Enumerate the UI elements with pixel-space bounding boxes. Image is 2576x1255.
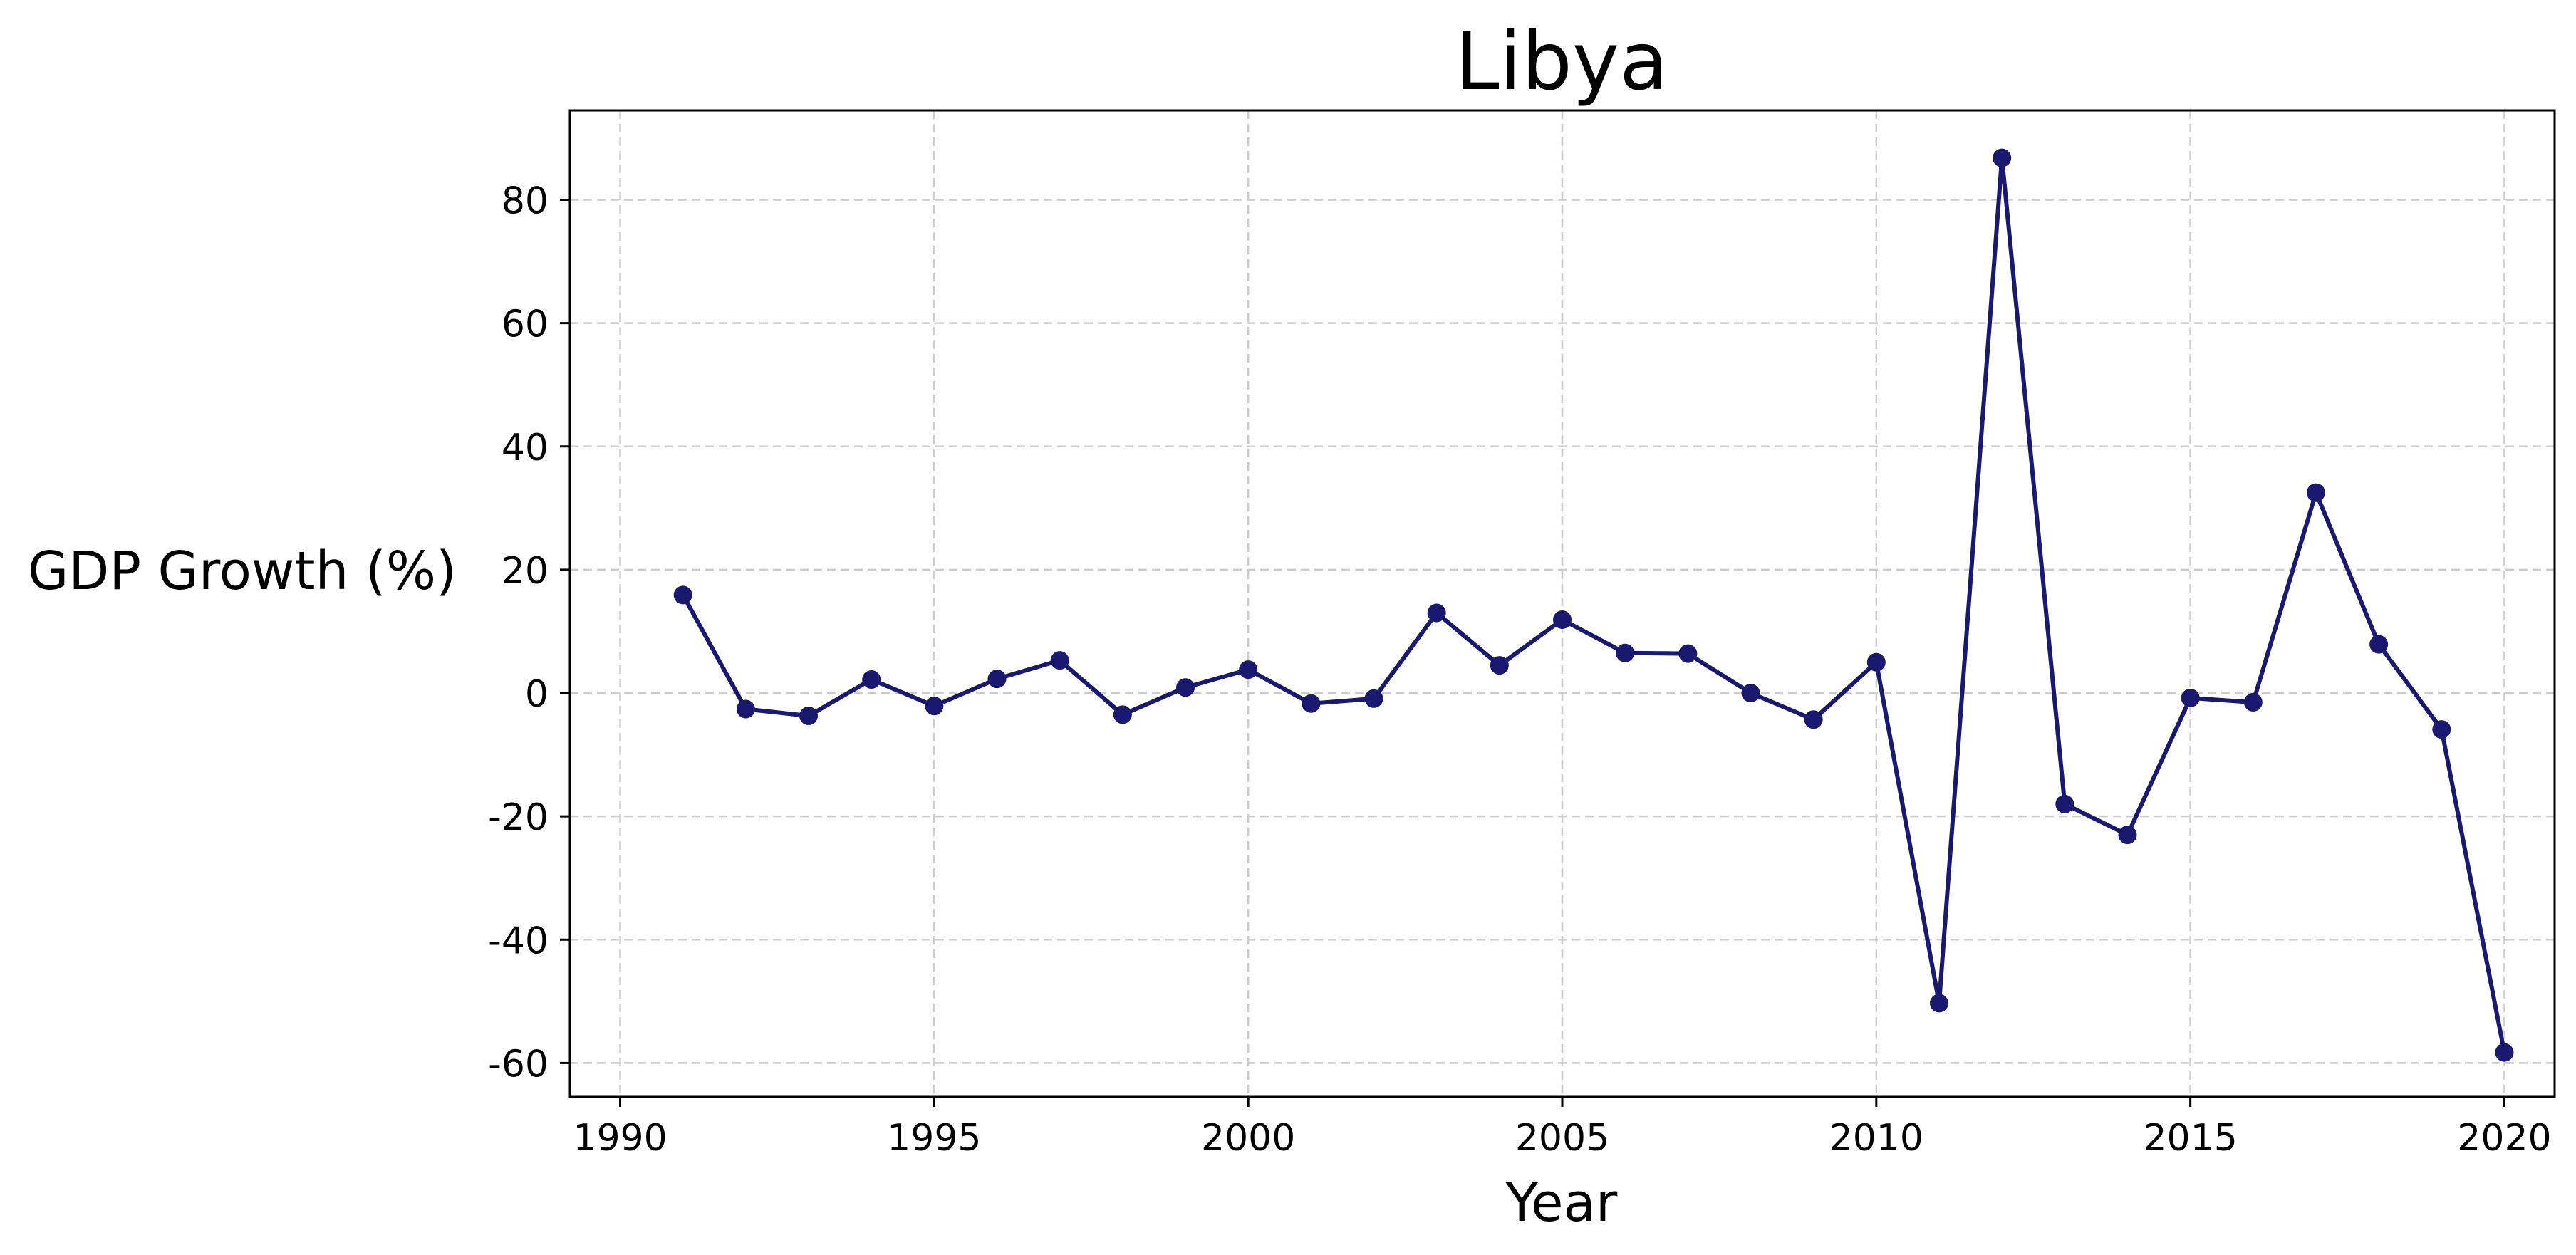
- data-point: [1866, 652, 1886, 672]
- y-tick-label: -20: [488, 796, 549, 839]
- y-tick-label: 80: [502, 180, 549, 223]
- data-point: [1050, 651, 1069, 670]
- y-tick-label: 60: [502, 303, 549, 346]
- chart-title: Libya: [1455, 16, 1668, 108]
- data-point: [799, 707, 819, 726]
- data-point: [736, 699, 755, 719]
- y-tick-label: 0: [525, 673, 549, 716]
- data-point: [1302, 694, 1321, 713]
- x-tick-label: 2005: [1515, 1117, 1609, 1160]
- data-point: [925, 697, 944, 716]
- tick-layer: 1990 1995 2000 2005 2010 2015 2020 -60 -40 -20 0 20…: [488, 180, 2552, 1160]
- y-tick-label: -40: [488, 920, 549, 962]
- data-point: [2243, 693, 2263, 712]
- y-axis-label: GDP Growth (%): [28, 541, 457, 602]
- data-point: [2055, 794, 2074, 813]
- data-point: [1364, 689, 1383, 708]
- x-tick-label: 2000: [1201, 1117, 1295, 1160]
- data-point: [2306, 483, 2325, 502]
- data-point: [1929, 994, 1948, 1013]
- y-tick-label: 40: [502, 427, 549, 469]
- data-point: [2118, 826, 2137, 845]
- data-point: [1616, 643, 1635, 662]
- y-tick-label: -60: [488, 1043, 549, 1085]
- data-point: [2495, 1043, 2514, 1062]
- data-point: [1427, 603, 1446, 623]
- x-tick-label: 2015: [2143, 1117, 2237, 1160]
- data-point: [2369, 635, 2389, 654]
- data-point: [1553, 610, 1572, 630]
- data-point: [673, 585, 692, 605]
- data-point: [1993, 148, 2012, 167]
- data-point: [1678, 644, 1698, 663]
- x-tick-label: 1995: [887, 1117, 981, 1160]
- data-point: [1804, 710, 1823, 729]
- data-point: [1741, 684, 1760, 703]
- data-point: [862, 670, 881, 689]
- series-line: [680, 155, 2507, 1055]
- data-point: [1176, 678, 1195, 697]
- grid: [570, 110, 2555, 1097]
- data-point: [987, 670, 1007, 689]
- data-point: [1239, 660, 1258, 679]
- data-point: [1113, 705, 1132, 724]
- data-point: [2432, 720, 2451, 739]
- x-tick-label: 1990: [573, 1117, 667, 1160]
- y-tick-label: 20: [502, 550, 549, 593]
- x-tick-label: 2010: [1829, 1117, 1923, 1160]
- data-point: [1490, 656, 1509, 675]
- data-point: [2181, 688, 2200, 707]
- x-tick-label: 2020: [2457, 1117, 2551, 1160]
- series-layer: [673, 148, 2514, 1062]
- x-axis-label: Year: [1505, 1172, 1618, 1234]
